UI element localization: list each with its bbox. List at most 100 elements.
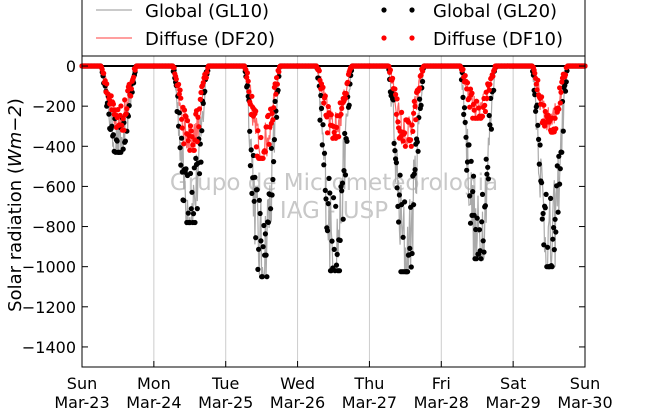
data-point [325,201,331,207]
data-point [408,143,414,149]
data-point [258,238,264,244]
data-point [181,141,187,147]
data-point [413,117,419,123]
legend-dot-swatch [409,7,415,13]
data-point [191,147,197,153]
y-axis-label-part: −2 [5,105,26,132]
data-point [341,168,347,174]
data-point [400,138,406,144]
data-point [487,122,493,128]
data-point [557,85,563,91]
data-point [536,136,542,142]
data-point [187,170,194,177]
data-point [399,109,405,115]
legend-label: Diffuse (DF10) [433,29,563,50]
data-point [325,104,331,110]
y-tick-label: −800 [32,218,76,237]
data-point [479,113,486,119]
x-tick-date: Mar-24 [126,393,181,409]
data-point [462,119,468,125]
data-point [418,72,424,78]
data-point [543,191,549,197]
data-point [485,164,491,170]
data-point [333,262,340,268]
y-tick-label: −400 [32,137,76,156]
data-point [245,93,251,99]
data-point [394,96,400,102]
data-point [324,130,331,136]
x-tick-date: Mar-26 [270,393,325,409]
data-point [187,147,193,153]
data-point [188,128,194,134]
data-point [418,102,424,108]
data-point [342,130,348,137]
data-point [486,112,492,119]
y-tick-label: 0 [66,57,76,76]
data-point [484,95,490,101]
data-point [539,216,545,222]
data-point [117,112,123,118]
data-point [106,111,112,117]
data-point [408,137,414,143]
legend-label: Diffuse (DF20) [145,29,275,50]
data-point [411,171,417,177]
y-tick-label: −1000 [22,258,76,277]
data-point [461,105,468,111]
data-point [183,166,189,172]
data-point [178,95,184,101]
legend-box [81,0,586,57]
data-point [128,93,134,99]
data-point [328,112,334,118]
data-point [271,105,277,111]
y-axis-label-part: Solar radiation ( [5,167,26,312]
data-point [473,98,480,104]
series-points [79,63,588,280]
data-point [316,68,322,74]
data-point [470,173,477,179]
data-point [545,112,551,118]
watermark-line: IAG - USP [280,198,388,224]
data-point [537,142,543,148]
data-point [414,139,420,145]
data-point [185,138,191,144]
data-point [181,197,187,204]
data-point [395,119,401,125]
data-point [122,97,128,103]
data-point [555,209,561,215]
data-point [482,108,488,115]
data-point [396,192,402,198]
data-point [392,148,398,154]
vertical-gridlines [153,56,514,367]
data-point [254,187,260,193]
data-point [490,73,496,79]
data-point [260,155,266,161]
data-point [330,195,337,201]
data-point [185,210,191,216]
data-point [256,246,262,252]
data-point [189,134,195,140]
data-point [482,102,488,108]
data-point [121,127,127,133]
data-point [192,219,198,226]
data-point [266,141,272,147]
data-point [343,90,349,97]
data-point [460,66,466,72]
data-point [411,98,417,104]
y-tick-label: −1200 [22,298,76,317]
data-point [535,122,541,128]
data-point [326,175,332,181]
data-point [393,111,399,117]
data-point [252,174,258,180]
y-axis-label-part: ) [5,98,26,105]
data-point [534,87,540,93]
data-point [184,118,191,124]
data-point [193,155,199,161]
data-point [533,81,539,87]
data-point [563,79,569,85]
data-point [417,96,423,102]
data-point [269,110,275,116]
data-point [415,148,421,154]
data-point [122,138,128,144]
